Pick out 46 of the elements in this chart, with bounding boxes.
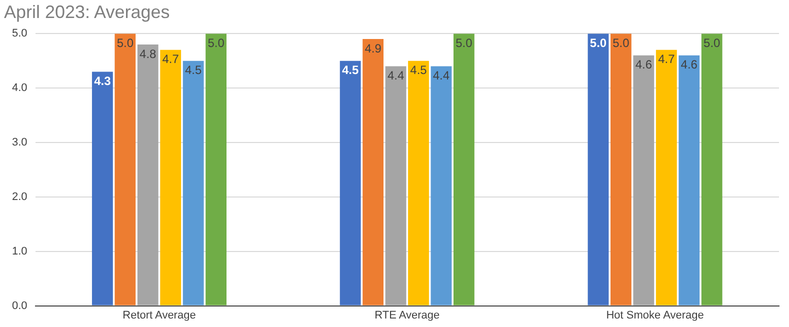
data-label: 5.0	[590, 36, 607, 50]
bar	[362, 39, 384, 306]
bar	[610, 34, 632, 306]
data-label: 4.5	[184, 63, 202, 78]
bar	[430, 66, 452, 306]
data-label: 4.9	[364, 41, 382, 56]
x-tick-label: RTE Average	[374, 309, 440, 322]
data-label: 5.0	[704, 36, 721, 50]
bar	[408, 60, 429, 306]
y-tick-label: 5.0	[12, 28, 28, 40]
y-tick-label: 4.0	[12, 82, 28, 94]
bar	[206, 34, 227, 306]
data-label: 5.0	[208, 36, 225, 50]
y-tick-label: 2.0	[12, 190, 28, 203]
bar	[701, 34, 722, 306]
bar	[633, 55, 654, 306]
data-label: 4.6	[635, 58, 652, 72]
bar	[137, 44, 158, 306]
x-tick-label: Hot Smoke Average	[606, 309, 704, 322]
y-tick-label: 1.0	[12, 245, 28, 258]
data-label: 4.8	[140, 46, 157, 61]
data-label: 4.6	[680, 58, 698, 72]
y-tick-label: 0.0	[12, 300, 28, 312]
bar	[678, 55, 700, 306]
data-label: 5.0	[456, 36, 473, 50]
bar	[588, 34, 609, 306]
bar	[340, 60, 361, 306]
data-label: 5.0	[116, 36, 134, 50]
x-tick-label: Retort Average	[122, 309, 196, 322]
data-label: 4.3	[94, 74, 112, 88]
chart-title: April 2023: Averages	[4, 2, 170, 22]
data-label: 4.4	[432, 68, 450, 83]
data-label: 4.4	[387, 68, 404, 83]
y-tick-label: 3.0	[12, 136, 28, 149]
data-label: 4.5	[342, 63, 359, 78]
data-label: 4.7	[162, 52, 180, 66]
data-label: 5.0	[612, 36, 630, 50]
bar	[182, 60, 204, 306]
bar	[454, 34, 474, 306]
bar	[656, 50, 677, 306]
data-label: 4.7	[658, 52, 676, 66]
bar	[114, 34, 136, 306]
bar	[160, 50, 182, 306]
bar	[92, 72, 113, 306]
bar	[385, 66, 406, 306]
data-label: 4.5	[410, 63, 428, 78]
